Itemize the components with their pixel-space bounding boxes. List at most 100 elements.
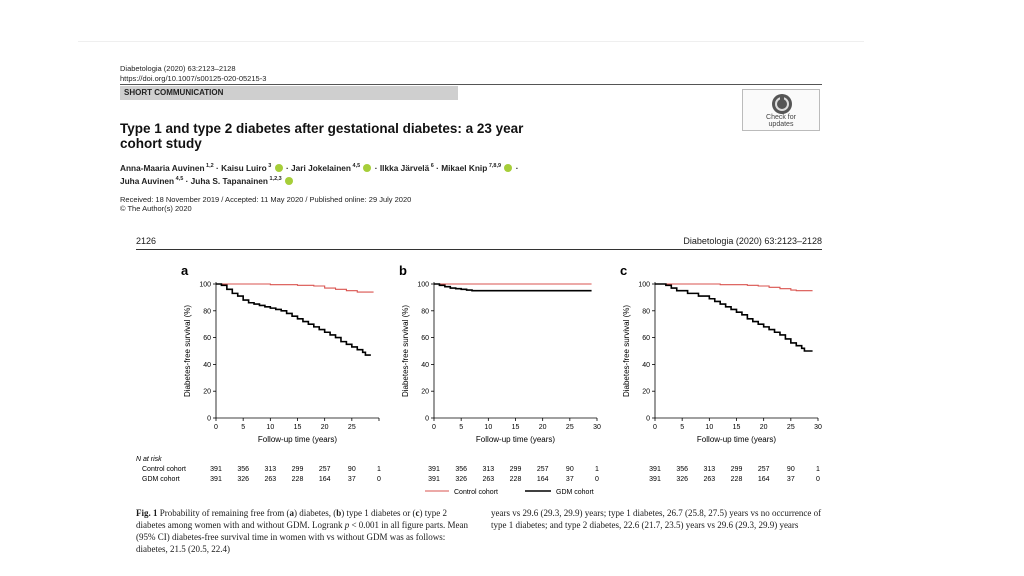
- x-tick-label: 15: [294, 424, 302, 431]
- risk-value: 90: [566, 466, 574, 473]
- risk-value: 228: [510, 476, 522, 483]
- author-name[interactable]: Ilkka Järvelä: [379, 162, 430, 173]
- article-title-line1: Type 1 and type 2 diabetes after gestati…: [120, 121, 524, 136]
- figure-caption-left: Fig. 1 Probability of remaining free fro…: [136, 507, 472, 555]
- running-head: Diabetologia (2020) 63:2123–2128: [683, 236, 822, 246]
- y-axis-title: Diabetes-free survival (%): [183, 305, 192, 397]
- orcid-icon[interactable]: [274, 163, 283, 172]
- x-tick-label: 25: [787, 424, 795, 431]
- y-tick-label: 60: [421, 335, 429, 342]
- publication-dates: Received: 18 November 2019 / Accepted: 1…: [120, 195, 411, 213]
- orcid-icon[interactable]: [363, 163, 372, 172]
- author-affiliation: 3: [266, 163, 272, 169]
- risk-value: 0: [377, 476, 381, 483]
- article-title-line2: cohort study: [120, 136, 202, 151]
- author-name[interactable]: Juha Auvinen: [120, 175, 175, 186]
- x-tick-label: 10: [266, 424, 274, 431]
- x-tick-label: 0: [214, 424, 218, 431]
- risk-value: 228: [731, 476, 743, 483]
- risk-value: 257: [537, 466, 549, 473]
- y-tick-label: 80: [642, 308, 650, 315]
- y-tick-label: 40: [421, 362, 429, 369]
- caption-text-1: Probability of remaining free from (: [159, 508, 290, 518]
- risk-value: 391: [428, 466, 440, 473]
- caption-b: b: [336, 508, 342, 518]
- x-tick-label: 5: [459, 424, 463, 431]
- risk-value: 391: [649, 466, 661, 473]
- risk-row-label: GDM cohort: [142, 476, 180, 483]
- doi-link[interactable]: https://doi.org/10.1007/s00125-020-05215…: [120, 74, 267, 83]
- x-tick-label: 15: [512, 424, 520, 431]
- risk-value: 356: [455, 466, 467, 473]
- risk-table-title: N at risk: [136, 456, 162, 463]
- x-tick-label: 5: [680, 424, 684, 431]
- risk-value: 326: [455, 476, 467, 483]
- x-tick-label: 30: [814, 424, 822, 431]
- risk-value: 90: [787, 466, 795, 473]
- y-tick-label: 40: [642, 362, 650, 369]
- x-tick-label: 25: [348, 424, 356, 431]
- author-affiliation: 1,2: [204, 163, 214, 169]
- x-tick-label: 20: [539, 424, 547, 431]
- risk-value: 164: [537, 476, 549, 483]
- risk-value: 164: [319, 476, 331, 483]
- risk-row-label: Control cohort: [142, 466, 186, 473]
- y-tick-label: 100: [638, 282, 650, 289]
- caption-text-5: < 0.001 in all figure parts. Mean (95% C…: [136, 520, 469, 554]
- author-name[interactable]: Juha S. Tapanainen: [190, 175, 268, 186]
- y-tick-label: 80: [421, 308, 429, 315]
- y-tick-label: 0: [646, 416, 650, 423]
- article-title: Type 1 and type 2 diabetes after gestati…: [120, 121, 740, 151]
- x-tick-label: 0: [432, 424, 436, 431]
- top-divider: [78, 41, 864, 42]
- dates-line: Received: 18 November 2019 / Accepted: 1…: [120, 195, 412, 204]
- series-line-gdm: [216, 283, 371, 356]
- journal-citation: Diabetologia (2020) 63:2123–2128: [120, 64, 236, 73]
- caption-text-2: ) diabetes, (: [293, 508, 337, 518]
- risk-value: 37: [787, 476, 795, 483]
- risk-value: 356: [676, 466, 688, 473]
- y-tick-label: 80: [203, 308, 211, 315]
- series-line-gdm: [434, 283, 592, 292]
- y-tick-label: 60: [203, 335, 211, 342]
- header-rule: [120, 84, 822, 85]
- page-rule: [136, 249, 822, 250]
- risk-value: 37: [348, 476, 356, 483]
- x-tick-label: 10: [484, 424, 492, 431]
- series-line-control: [216, 283, 374, 293]
- panel-label-c: c: [620, 263, 627, 278]
- series-line-control: [655, 283, 813, 292]
- author-name[interactable]: Jari Jokelainen: [291, 162, 351, 173]
- y-tick-label: 20: [421, 389, 429, 396]
- x-tick-label: 25: [566, 424, 574, 431]
- risk-value: 228: [292, 476, 304, 483]
- series-line-gdm: [655, 283, 813, 352]
- risk-value: 37: [566, 476, 574, 483]
- y-tick-label: 0: [207, 416, 211, 423]
- figure-caption-right: years vs 29.6 (29.3, 29.9) years; type 1…: [491, 508, 822, 530]
- risk-value: 0: [595, 476, 599, 483]
- author-affiliation: 6: [429, 163, 434, 169]
- x-tick-label: 0: [653, 424, 657, 431]
- author-affiliation: 4,5: [350, 163, 361, 169]
- author-name[interactable]: Anna-Maaria Auvinen: [120, 162, 205, 173]
- risk-value: 391: [428, 476, 440, 483]
- orcid-icon[interactable]: [504, 163, 513, 172]
- legend-control-label: Control cohort: [454, 489, 498, 496]
- risk-value: 263: [482, 476, 494, 483]
- risk-value: 391: [210, 476, 222, 483]
- author-name[interactable]: Kaisu Luiro: [221, 162, 267, 173]
- y-tick-label: 20: [642, 389, 650, 396]
- risk-value: 299: [292, 466, 304, 473]
- risk-value: 313: [703, 466, 715, 473]
- orcid-icon[interactable]: [285, 176, 294, 185]
- check-for-updates-label-1: Check for: [766, 114, 796, 121]
- y-tick-label: 100: [199, 282, 211, 289]
- author-name[interactable]: Mikael Knip: [441, 162, 488, 173]
- y-tick-label: 40: [203, 362, 211, 369]
- author-list: Anna-Maaria Auvinen 1,2 · Kaisu Luiro 3 …: [120, 162, 519, 186]
- y-tick-label: 60: [642, 335, 650, 342]
- check-for-updates-button[interactable]: Check for updates: [742, 89, 820, 131]
- y-tick-label: 20: [203, 389, 211, 396]
